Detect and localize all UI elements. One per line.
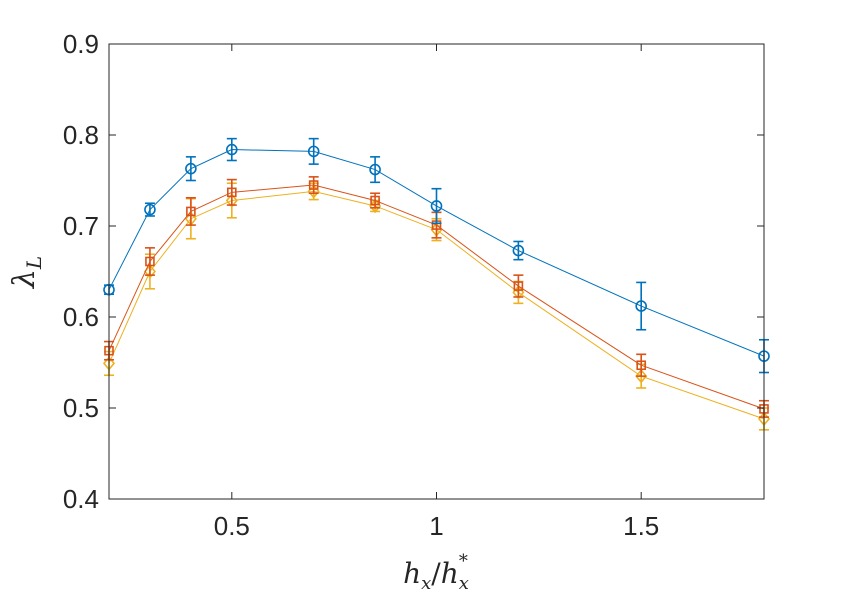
error-bar bbox=[431, 187, 442, 225]
error-bar bbox=[636, 353, 647, 377]
y-tick-label: 0.9 bbox=[63, 29, 99, 59]
y-tick-label: 0.5 bbox=[63, 393, 99, 423]
error-bar bbox=[185, 196, 196, 226]
error-bar bbox=[370, 156, 381, 184]
error-bar bbox=[636, 281, 647, 331]
y-tick-label: 0.4 bbox=[63, 484, 99, 514]
data-point-square bbox=[308, 180, 319, 190]
data-point-square bbox=[513, 281, 524, 291]
y-tick-label: 0.8 bbox=[63, 120, 99, 150]
data-point-diamond bbox=[225, 193, 238, 208]
series-1-line bbox=[108, 149, 765, 357]
error-bar bbox=[226, 178, 237, 206]
data-point-square bbox=[370, 195, 380, 206]
x-axis-label-base: h bbox=[403, 557, 421, 590]
x-axis-label-base2: h bbox=[441, 557, 459, 590]
x-axis-label-sub: x bbox=[421, 573, 431, 594]
y-tick-label: 0.7 bbox=[63, 211, 99, 241]
x-tick-label: 1.5 bbox=[623, 511, 659, 541]
error-bar bbox=[185, 156, 196, 182]
series-3-line bbox=[108, 190, 765, 420]
series-1 bbox=[103, 137, 770, 374]
error-bar bbox=[513, 240, 524, 261]
data-point-square bbox=[186, 206, 196, 217]
plot-area bbox=[109, 44, 764, 499]
y-axis-label-sub: L bbox=[22, 256, 46, 270]
error-bar bbox=[308, 137, 319, 165]
x-axis-label-slash: / bbox=[431, 557, 441, 590]
error-bar bbox=[370, 192, 381, 209]
x-tick-label: 0.5 bbox=[214, 511, 250, 541]
data-point-circle bbox=[430, 200, 443, 212]
data-point-circle bbox=[185, 162, 197, 175]
error-bar bbox=[513, 274, 524, 298]
data-point-circle bbox=[635, 300, 647, 312]
data-point-square bbox=[145, 256, 155, 267]
data-point-diamond bbox=[635, 368, 648, 384]
series-2-line bbox=[108, 184, 765, 410]
data-point-circle bbox=[144, 203, 156, 216]
y-tick-label: 0.6 bbox=[63, 302, 99, 332]
x-axis-label-sup2: * bbox=[459, 551, 468, 572]
x-axis-label-sub2: x bbox=[459, 573, 469, 594]
data-point-circle bbox=[369, 163, 381, 176]
error-bar bbox=[226, 137, 237, 162]
data-point-circle bbox=[226, 143, 238, 156]
x-axis-label: hx/hx* bbox=[403, 551, 469, 594]
x-tick-label: 1 bbox=[429, 511, 443, 541]
data-point-square bbox=[636, 360, 646, 371]
data-point-circle bbox=[512, 244, 525, 257]
y-axis-label: λL bbox=[7, 256, 46, 289]
data-point-circle bbox=[307, 145, 320, 158]
error-bar bbox=[144, 247, 155, 276]
error-bar bbox=[308, 176, 319, 195]
plot-frame bbox=[108, 43, 765, 500]
series-layer bbox=[102, 137, 771, 431]
ticks-layer: 0.5 1 1.5 0.4 0.5 0.6 0.7 0.8 0.9 bbox=[63, 29, 764, 541]
y-axis-label-base: λ bbox=[7, 269, 42, 289]
data-point-square bbox=[227, 187, 237, 198]
